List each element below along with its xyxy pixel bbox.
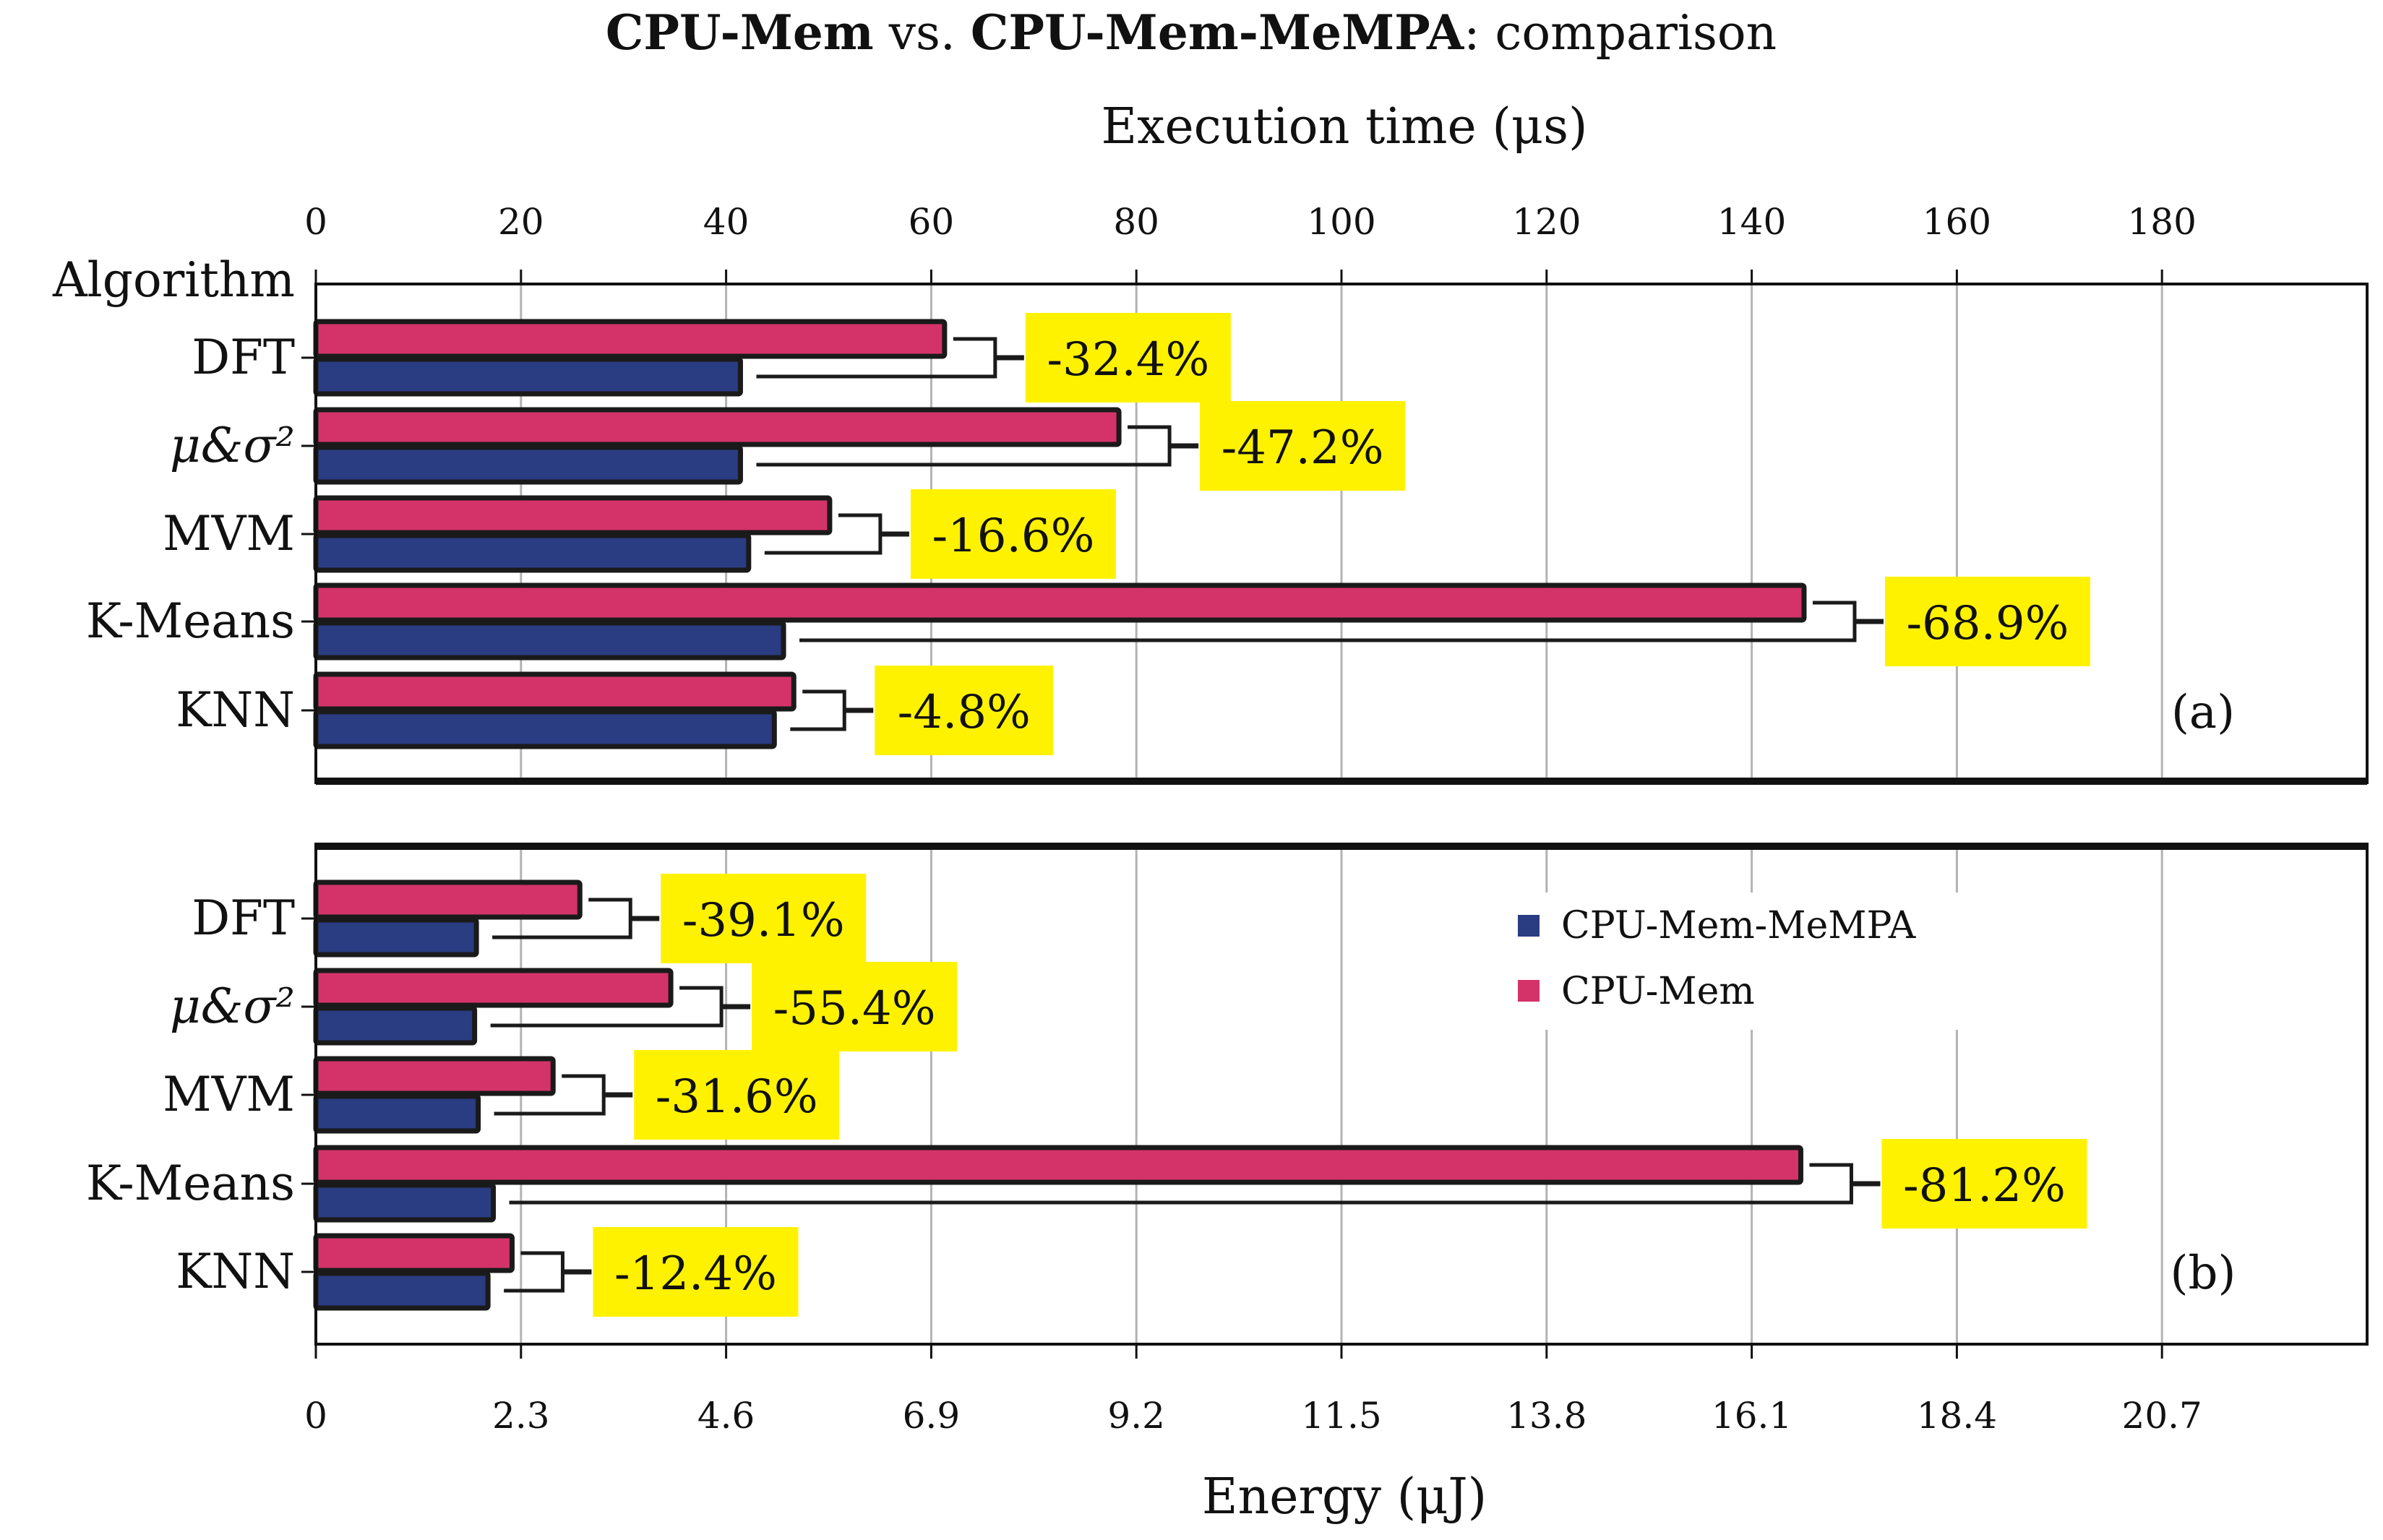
tick-label: 18.4 <box>1917 1395 1997 1437</box>
tick-label: 120 <box>1512 201 1581 243</box>
bar-cpu-mem-mempa-mvm <box>313 533 752 573</box>
reduction-label-mvm: -16.6% <box>932 509 1094 563</box>
bar-cpu-mem-mempa-k-means <box>313 1182 497 1223</box>
panel-energy: -39.1% -55.4% -31.6% -81.2% -12.4% DFT μ&σ² MV… <box>86 843 2369 1346</box>
tick-label: 2.3 <box>492 1395 550 1437</box>
bar-cpu-mem-mempa-dft <box>313 917 479 958</box>
tick-label: 80 <box>1113 201 1159 243</box>
category-label-mu-sigma: μ&σ² <box>170 418 295 473</box>
reduction-bracket-knn <box>790 689 846 731</box>
bar-cpu-mem-mu-sigma <box>313 407 1122 447</box>
top-axis-label: Execution time (μs) <box>1101 98 1587 155</box>
bar-cpu-mem-mvm <box>313 495 833 535</box>
legend: CPU-Mem-MeMPA CPU-Mem <box>1496 892 2002 1030</box>
reduction-label-dft: -32.4% <box>1047 333 1209 387</box>
title-bold-2: CPU-Mem-MeMPA <box>971 4 1464 61</box>
tick-label: 6.9 <box>903 1395 961 1437</box>
panel-a-bars: -32.4%-47.2% -16.6% -68.9% -4.8% <box>313 313 2090 755</box>
reduction-label-bg-mvm <box>634 1050 840 1140</box>
bar-cpu-mem-dft <box>313 879 583 920</box>
legend-swatch-cpu-mem-mempa <box>1518 915 1540 937</box>
bar-cpu-mem-mempa-knn <box>313 1270 491 1311</box>
bar-cpu-mem-mempa-mvm <box>313 1093 481 1134</box>
chart-title: CPU-Mem vs. CPU-Mem-MeMPA: comparison <box>606 4 1777 61</box>
tick-label: 11.5 <box>1301 1395 1381 1437</box>
bar-cpu-mem-mempa-knn <box>313 709 777 749</box>
panel-b-category-labels: DFT μ&σ² MVM K-Means KNN <box>86 890 316 1299</box>
reduction-label-bg-mvm <box>910 489 1116 579</box>
reduction-label-bg-dft <box>1025 313 1231 403</box>
bar-cpu-mem-mempa-dft <box>313 356 743 397</box>
panel-a-tag: (a) <box>2171 686 2235 739</box>
reduction-label-bg-mu-sigma <box>1200 401 1406 491</box>
category-label-k-means: K-Means <box>86 593 295 649</box>
tick-label: 180 <box>2127 201 2196 243</box>
reduction-bracket-mu-sigma <box>490 986 724 1028</box>
title-end: : comparison <box>1464 5 1777 61</box>
reduction-label-bg-knn <box>593 1227 799 1317</box>
reduction-label-knn: -12.4% <box>614 1247 777 1301</box>
bar-cpu-mem-mu-sigma <box>313 968 674 1008</box>
legend-background <box>1496 892 2002 1030</box>
category-label-knn: KNN <box>176 682 295 738</box>
reduction-label-bg-k-means <box>1884 577 2090 666</box>
reduction-label-mvm: -31.6% <box>656 1070 818 1124</box>
tick-label: 20 <box>498 201 544 243</box>
category-header: Algorithm <box>52 252 295 308</box>
tick-label: 40 <box>703 201 750 243</box>
bar-cpu-mem-mempa-mu-sigma <box>313 444 743 485</box>
reduction-label-mu-sigma: -55.4% <box>773 982 936 1036</box>
legend-label-cpu-mem: CPU-Mem <box>1561 970 1755 1013</box>
category-label-dft: DFT <box>192 890 295 946</box>
reduction-label-dft: -39.1% <box>682 894 845 947</box>
title-bold-1: CPU-Mem <box>606 4 874 61</box>
bar-cpu-mem-k-means <box>313 1145 1803 1185</box>
reduction-label-mu-sigma: -47.2% <box>1221 421 1384 475</box>
category-label-k-means: K-Means <box>86 1156 295 1211</box>
panel-b-bars: -39.1% -55.4% -31.6% -81.2% -12.4% <box>313 874 2087 1317</box>
panel-execution-time: -32.4%-47.2% -16.6% -68.9% -4.8% DFT μ&σ² MVM… <box>86 283 2369 785</box>
tick-label: 0 <box>304 201 327 243</box>
tick-label: 20.7 <box>2122 1395 2202 1437</box>
tick-label: 160 <box>1923 201 1991 243</box>
top-axis-ticks: 0 20 40 60 80 100 120 140 160 180 <box>304 201 2197 284</box>
panel-a-category-labels: DFT μ&σ² MVM K-Means KNN <box>86 330 316 738</box>
bottom-axis-label: Energy (μJ) <box>1202 1468 1487 1526</box>
reduction-label-bg-k-means <box>1881 1139 2087 1229</box>
reduction-bracket-dft <box>492 898 632 939</box>
category-label-knn: KNN <box>176 1244 295 1299</box>
reduction-label-bg-dft <box>661 874 867 963</box>
bar-cpu-mem-mempa-k-means <box>313 620 786 661</box>
category-label-dft: DFT <box>192 330 295 385</box>
bottom-axis-ticks: 0 2.3 4.6 6.9 9.2 11.5 13.8 16.1 18.4 20.7 <box>304 1344 2202 1437</box>
reduction-label-bg-mu-sigma <box>752 962 958 1051</box>
category-label-mvm: MVM <box>163 506 295 562</box>
title-mid: vs. <box>874 5 971 61</box>
legend-label-cpu-mem-mempa: CPU-Mem-MeMPA <box>1561 904 1917 947</box>
tick-label: 140 <box>1717 201 1786 243</box>
reduction-label-k-means: -68.9% <box>1907 597 2069 650</box>
tick-label: 13.8 <box>1506 1395 1586 1437</box>
reduction-label-bg-knn <box>875 666 1054 755</box>
bar-cpu-mem-mvm <box>313 1056 556 1096</box>
tick-label: 0 <box>304 1395 327 1437</box>
tick-label: 100 <box>1307 201 1375 243</box>
tick-label: 16.1 <box>1712 1395 1792 1437</box>
bar-cpu-mem-mempa-mu-sigma <box>313 1005 478 1046</box>
category-label-mvm: MVM <box>163 1067 295 1122</box>
reduction-label-k-means: -81.2% <box>1903 1159 2066 1213</box>
bar-cpu-mem-knn <box>313 1233 515 1273</box>
bar-cpu-mem-dft <box>313 319 948 359</box>
tick-label: 9.2 <box>1107 1395 1165 1437</box>
tick-label: 4.6 <box>697 1395 755 1437</box>
reduction-label-knn: -4.8% <box>898 686 1031 739</box>
legend-swatch-cpu-mem <box>1518 980 1540 1002</box>
tick-label: 60 <box>909 201 955 243</box>
bar-cpu-mem-k-means <box>313 582 1807 623</box>
bar-cpu-mem-knn <box>313 671 797 712</box>
panel-b-tag: (b) <box>2171 1247 2236 1300</box>
category-label-mu-sigma: μ&σ² <box>170 978 295 1034</box>
